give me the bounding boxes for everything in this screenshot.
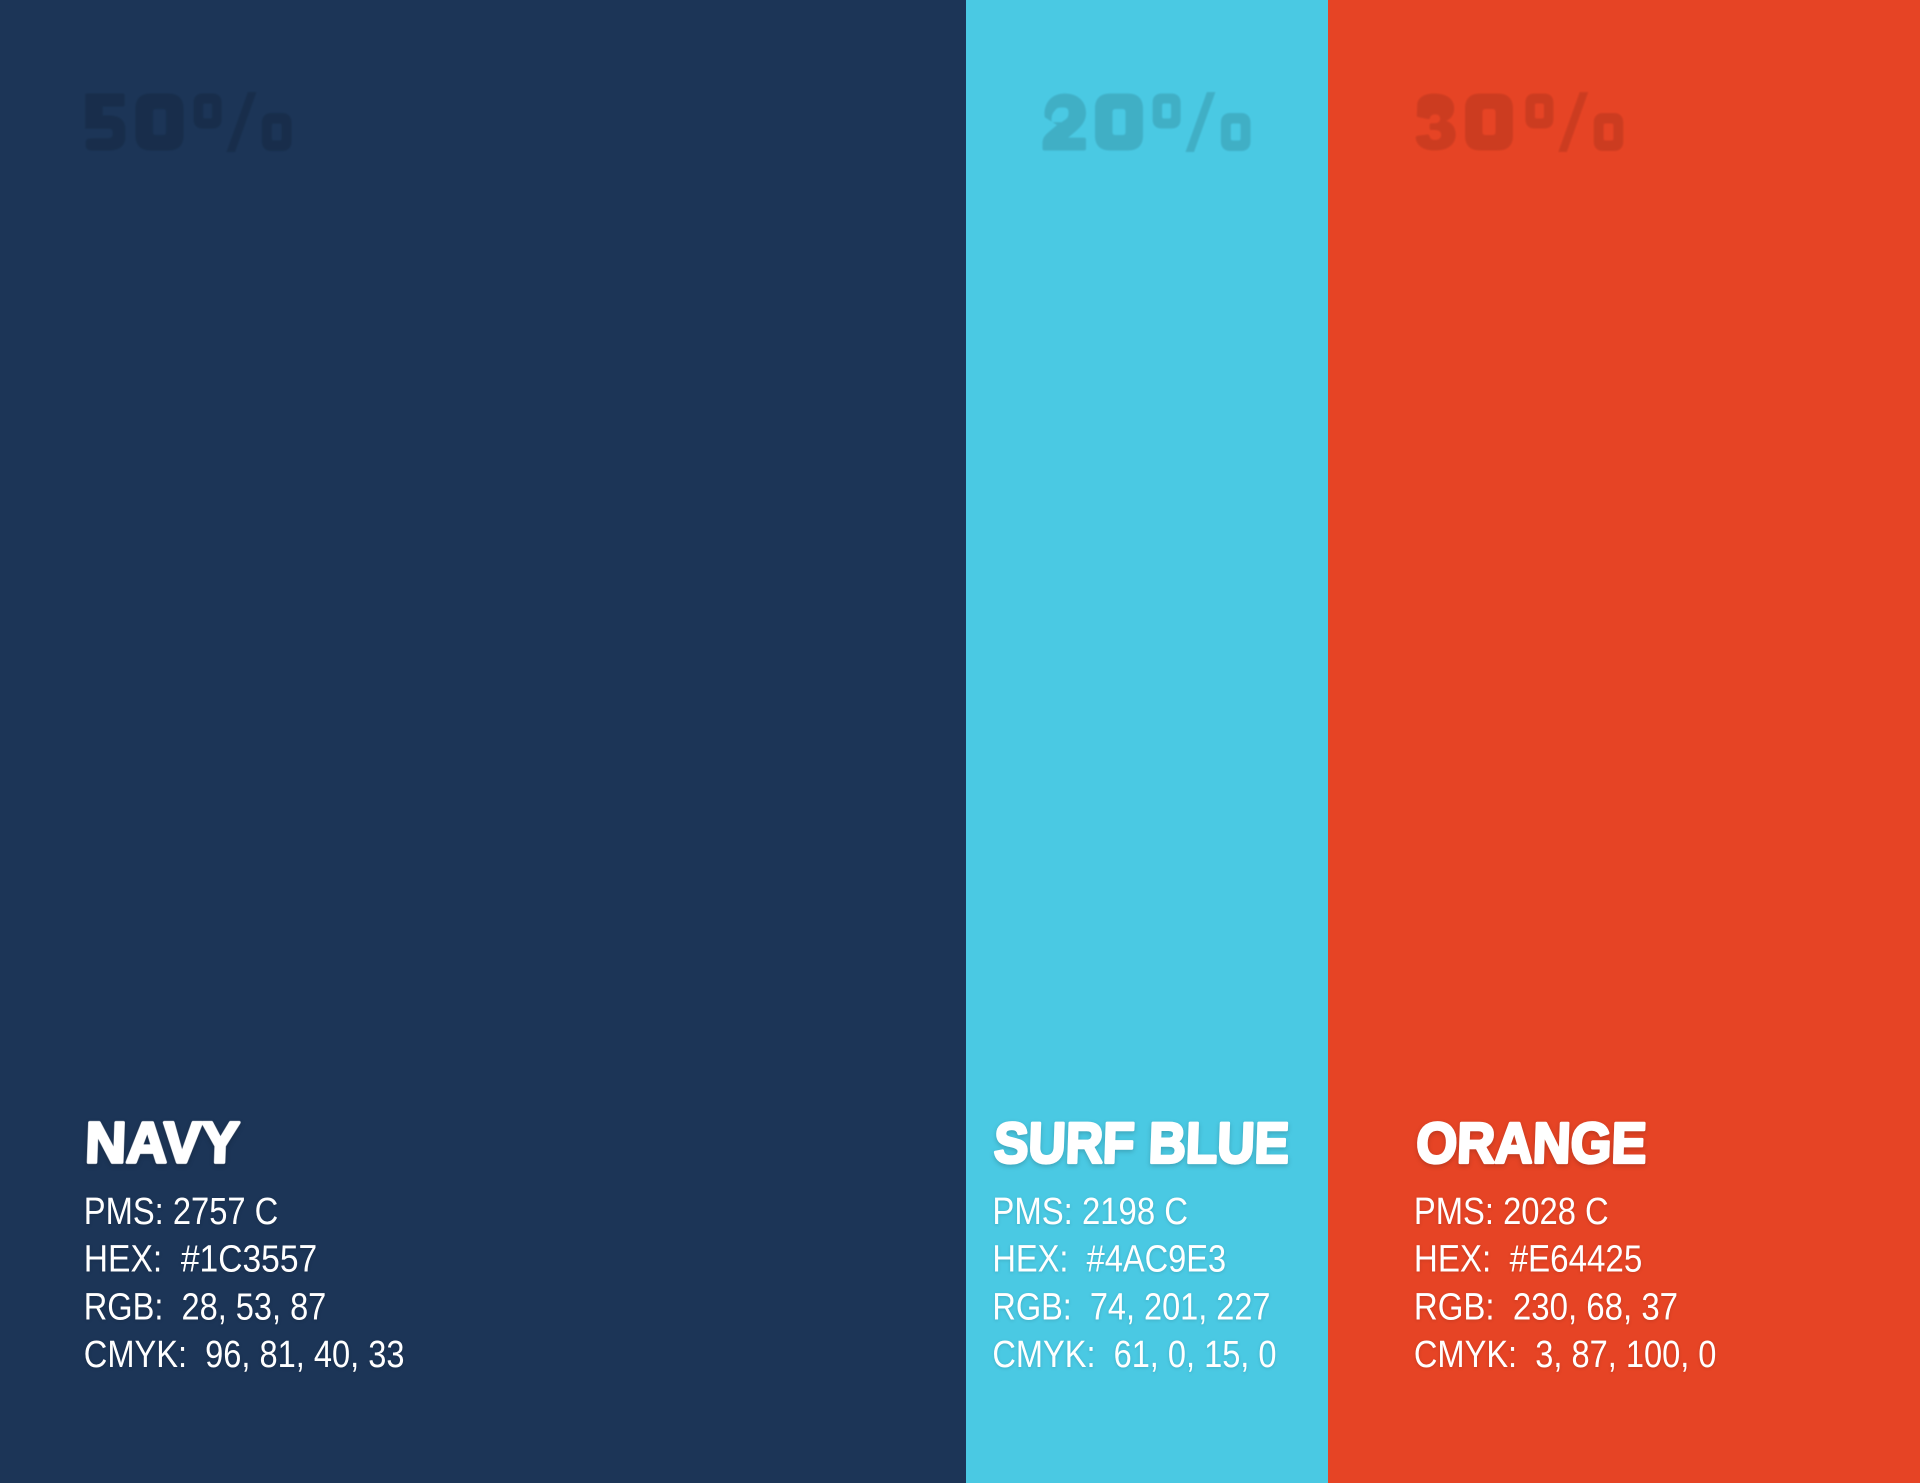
svg-text:PMS: 2028 C: PMS: 2028 C: [1414, 1190, 1609, 1233]
svg-text:RGB: 230, 68, 37: RGB: 230, 68, 37: [1414, 1285, 1678, 1328]
svg-text:PMS: 2198 C: PMS: 2198 C: [992, 1190, 1188, 1233]
svg-text:CMYK: 3, 87, 100, 0: CMYK: 3, 87, 100, 0: [1414, 1333, 1717, 1376]
svg-text:SURF BLUE: SURF BLUE: [993, 1111, 1290, 1175]
svg-text:RGB: 74, 201, 227: RGB: 74, 201, 227: [992, 1286, 1270, 1328]
svg-text:HEX: #4AC9E3: HEX: #4AC9E3: [992, 1237, 1226, 1280]
svg-text:ORANGE: ORANGE: [1415, 1110, 1647, 1174]
svg-text:NAVY: NAVY: [84, 1111, 240, 1175]
svg-text:CMYK: 96, 81, 40, 33: CMYK: 96, 81, 40, 33: [84, 1333, 405, 1376]
svg-text:PMS: 2757 C: PMS: 2757 C: [84, 1190, 278, 1233]
svg-text:CMYK: 61, 0, 15, 0: CMYK: 61, 0, 15, 0: [992, 1334, 1276, 1376]
svg-text:HEX: #1C3557: HEX: #1C3557: [84, 1238, 317, 1280]
svg-text:HEX: #E64425: HEX: #E64425: [1414, 1238, 1642, 1281]
svg-text:RGB: 28, 53, 87: RGB: 28, 53, 87: [84, 1286, 326, 1328]
